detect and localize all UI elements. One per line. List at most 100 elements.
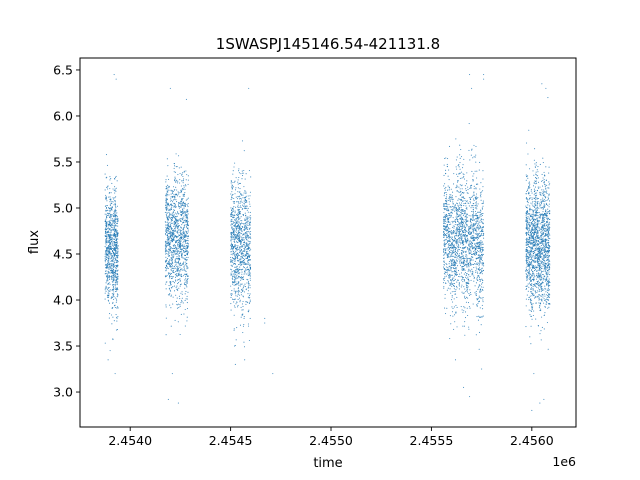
data-point xyxy=(184,224,186,226)
data-point xyxy=(483,265,485,267)
data-point xyxy=(449,244,451,246)
data-point xyxy=(478,217,480,219)
data-point xyxy=(116,180,118,182)
chart-title: 1SWASPJ145146.54-421131.8 xyxy=(216,35,440,53)
data-point xyxy=(240,228,242,230)
data-point xyxy=(231,209,233,211)
data-point xyxy=(247,224,249,226)
data-point xyxy=(233,288,235,290)
data-point xyxy=(450,255,452,257)
data-point xyxy=(168,205,170,207)
data-point xyxy=(443,282,445,284)
data-point xyxy=(176,252,178,254)
data-point xyxy=(462,215,464,217)
data-point xyxy=(469,291,472,294)
data-point xyxy=(173,265,175,268)
data-point xyxy=(469,240,471,242)
data-point xyxy=(240,254,242,256)
data-point xyxy=(450,323,452,325)
data-point xyxy=(114,176,117,178)
data-point xyxy=(446,221,448,223)
data-point xyxy=(183,215,185,217)
data-point xyxy=(106,205,108,207)
data-point xyxy=(240,241,242,244)
data-point xyxy=(470,257,472,259)
data-point xyxy=(479,289,481,291)
data-point xyxy=(457,236,459,238)
data-point xyxy=(237,206,239,208)
data-point xyxy=(245,251,247,253)
data-point xyxy=(447,287,449,289)
data-point xyxy=(112,296,114,299)
data-point xyxy=(170,230,172,232)
data-point xyxy=(445,249,447,251)
data-point xyxy=(461,188,463,190)
data-point xyxy=(110,218,112,220)
data-point xyxy=(446,218,448,220)
data-point xyxy=(443,185,445,187)
data-point xyxy=(474,260,476,263)
data-point xyxy=(476,234,478,236)
data-point xyxy=(456,214,458,216)
data-point xyxy=(237,208,239,211)
data-point xyxy=(238,213,240,215)
data-point xyxy=(179,304,181,306)
data-point xyxy=(247,257,249,259)
data-point xyxy=(178,264,180,266)
data-point xyxy=(175,166,177,168)
data-point xyxy=(166,216,168,218)
data-point xyxy=(245,227,248,229)
data-point xyxy=(469,252,472,254)
data-point xyxy=(539,238,541,240)
data-point xyxy=(116,280,118,282)
data-point xyxy=(249,236,251,238)
data-point xyxy=(469,233,471,235)
data-point xyxy=(184,325,186,327)
data-point xyxy=(106,239,108,242)
data-point xyxy=(462,164,464,166)
data-point xyxy=(248,283,250,285)
data-point xyxy=(447,244,449,246)
data-point xyxy=(453,227,455,229)
data-point xyxy=(233,305,235,307)
data-point xyxy=(468,282,470,285)
data-point xyxy=(109,188,111,190)
data-point xyxy=(171,240,173,242)
data-point xyxy=(169,225,172,227)
data-point xyxy=(450,264,452,267)
data-point xyxy=(537,242,539,245)
data-point xyxy=(466,200,468,202)
data-point xyxy=(471,210,473,213)
data-point xyxy=(231,290,233,292)
data-point xyxy=(234,180,236,182)
data-point xyxy=(230,296,232,299)
data-point xyxy=(105,247,107,249)
data-point xyxy=(231,271,233,273)
data-point xyxy=(241,257,243,259)
data-point xyxy=(108,296,110,298)
data-point xyxy=(235,256,237,258)
data-point xyxy=(117,261,119,263)
data-point xyxy=(452,206,455,208)
data-point xyxy=(473,223,475,225)
data-point xyxy=(447,231,449,233)
data-point xyxy=(452,264,455,266)
data-point xyxy=(104,292,106,294)
data-point xyxy=(176,262,178,264)
data-point xyxy=(447,209,450,212)
data-point xyxy=(174,198,176,200)
data-point xyxy=(110,254,112,256)
data-point xyxy=(234,224,236,226)
data-point xyxy=(237,245,239,247)
data-point xyxy=(230,213,232,215)
data-point xyxy=(474,263,476,265)
data-point xyxy=(113,249,115,251)
data-point xyxy=(109,232,111,234)
data-point xyxy=(454,232,456,234)
data-point xyxy=(542,208,544,210)
data-point xyxy=(454,210,456,212)
data-point xyxy=(444,240,446,242)
data-point xyxy=(109,228,111,230)
data-point xyxy=(177,253,179,255)
data-point xyxy=(174,206,176,209)
